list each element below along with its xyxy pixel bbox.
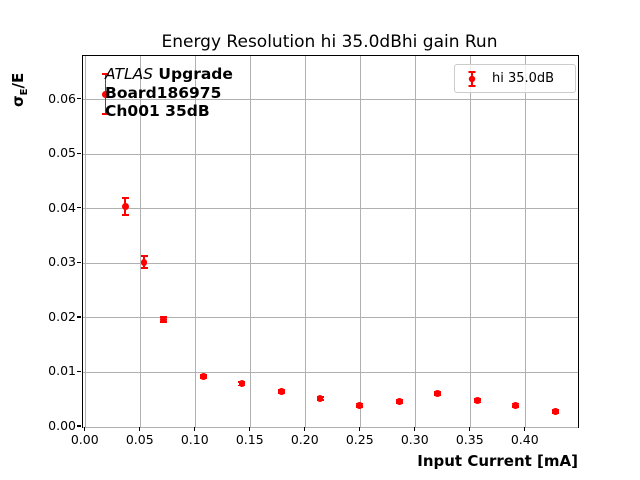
grid-line-vertical (470, 56, 472, 427)
y-tick-label: 0.02 (48, 308, 76, 324)
annotation-upgrade: Upgrade (153, 65, 233, 83)
error-bar-cap-top (140, 255, 148, 258)
x-axis-tick (194, 427, 196, 431)
x-tick-label: 0.10 (180, 432, 209, 447)
y-axis-tick (77, 425, 81, 427)
legend: hi 35.0dB (454, 64, 576, 93)
x-axis-tick (139, 427, 141, 431)
x-tick-label: 0.20 (290, 432, 319, 447)
error-bar-cap-bottom (140, 267, 148, 270)
grid-line-vertical (525, 56, 527, 427)
y-axis-tick (77, 261, 81, 264)
grid-line-horizontal (83, 153, 578, 155)
errorbar-point-icon (468, 70, 476, 87)
data-point (238, 380, 246, 388)
grid-line-horizontal (83, 99, 578, 101)
y-axis-tick (77, 316, 81, 318)
y-axis-label-rest: /E (9, 72, 27, 89)
x-axis-label: Input Current [mA] (417, 452, 578, 470)
data-point (200, 372, 207, 380)
y-axis-tick (77, 98, 81, 100)
data-point (316, 395, 324, 403)
data-point (395, 397, 403, 405)
grid-line-vertical (250, 56, 252, 427)
grid-line-vertical (360, 56, 362, 427)
y-axis-label-subscript: E (19, 88, 30, 96)
x-axis-tick (469, 427, 471, 431)
x-tick-label: 0.25 (345, 432, 374, 447)
data-point (552, 408, 559, 416)
annotation-line-1: ATLAS Upgrade (105, 65, 233, 84)
grid-line-horizontal (83, 262, 578, 264)
y-axis-tick (77, 370, 81, 373)
y-axis-tick (77, 207, 81, 209)
legend-label: hi 35.0dB (492, 71, 555, 86)
y-tick-label: 0.01 (48, 363, 76, 379)
grid-line-horizontal (83, 317, 578, 319)
grid-line-horizontal (83, 371, 578, 373)
plot-area: ATLAS Upgrade Board186975 Ch001 35dB hi … (82, 55, 579, 428)
x-tick-label: 0.15 (235, 432, 264, 447)
grid-line-vertical (305, 56, 307, 427)
data-point (356, 401, 364, 409)
x-tick-label: 0.05 (125, 432, 154, 447)
y-axis-tick (77, 152, 81, 154)
grid-line-horizontal (83, 208, 578, 210)
chart-title: Energy Resolution hi 35.0dBhi gain Run (161, 32, 498, 52)
data-point (160, 316, 168, 323)
annotation-line-2: Board186975 (105, 83, 222, 102)
data-point (434, 390, 442, 398)
x-axis-tick (359, 427, 361, 431)
y-tick-label: 0.00 (48, 418, 76, 433)
grid-line-vertical (85, 56, 87, 427)
x-axis-tick (524, 427, 526, 431)
x-axis-tick (304, 427, 306, 431)
y-tick-label: 0.04 (48, 199, 76, 215)
data-point (512, 401, 520, 409)
error-bar-cap-top (121, 196, 129, 199)
grid-line-vertical (140, 56, 142, 427)
grid-line-horizontal (83, 426, 578, 428)
y-axis-label: σE/E (9, 73, 30, 107)
error-bar-cap-top (102, 73, 110, 75)
x-tick-label: 0.40 (510, 432, 539, 447)
y-tick-label: 0.03 (48, 254, 76, 270)
data-point (278, 388, 285, 395)
annotation-line-3: Ch001 35dB (105, 102, 210, 120)
data-point (473, 397, 481, 405)
x-axis-tick (249, 427, 251, 431)
x-axis-tick (414, 427, 416, 431)
data-point (121, 203, 129, 210)
data-point (140, 258, 148, 266)
y-tick-label: 0.05 (48, 145, 76, 161)
grid-line-vertical (415, 56, 417, 427)
annotation-atlas: ATLAS (105, 65, 154, 83)
annotation: ATLAS Upgrade Board186975 Ch001 35dB (105, 65, 233, 121)
y-tick-label: 0.06 (48, 90, 76, 106)
x-tick-label: 0.00 (70, 432, 99, 447)
x-tick-label: 0.35 (455, 432, 484, 447)
error-bar-cap-bottom (121, 214, 129, 217)
data-point (102, 90, 109, 98)
x-axis-tick (84, 427, 86, 431)
y-axis-label-sigma: σ (9, 95, 27, 107)
x-tick-label: 0.30 (400, 432, 429, 447)
grid-line-vertical (195, 56, 197, 427)
error-bar-cap-bottom (102, 113, 110, 116)
